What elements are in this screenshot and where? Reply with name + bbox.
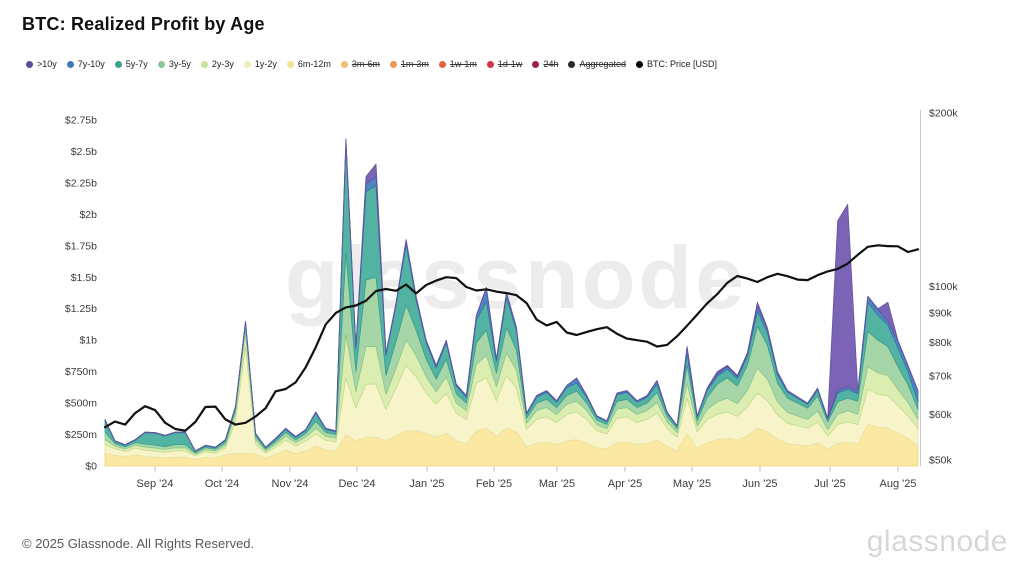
legend-dot-icon <box>438 60 446 68</box>
legend-dot-icon <box>568 60 576 68</box>
legend-label: 3y-5y <box>168 59 191 69</box>
legend-label: 1m-3m <box>400 59 429 69</box>
legend-label: 1w-1m <box>449 59 477 69</box>
legend-item-7y-10y[interactable]: 7y-10y <box>66 59 105 69</box>
x-axis-label: Feb '25 <box>476 478 512 490</box>
legend-dot-icon <box>389 60 397 68</box>
legend-dot-icon <box>66 60 74 68</box>
legend-item-1m-3m[interactable]: 1m-3m <box>389 59 429 69</box>
x-axis-label: Mar '25 <box>539 478 575 490</box>
page-title: BTC: Realized Profit by Age <box>22 14 265 34</box>
legend-label: 5y-7y <box>125 59 148 69</box>
price-line[interactable] <box>103 244 920 432</box>
glassnode-logo: glassnode <box>866 525 1008 558</box>
right-axis-label: $50k <box>929 455 953 467</box>
legend-item-1y-2y[interactable]: 1y-2y <box>243 59 277 69</box>
left-axis-label: $1.25b <box>65 303 97 315</box>
x-axis-label: Dec '24 <box>339 478 376 490</box>
legend-item-24h[interactable]: 24h <box>532 59 558 69</box>
legend-dot-icon <box>200 60 208 68</box>
x-axis-label: Nov '24 <box>272 478 309 490</box>
legend-label: 2y-3y <box>211 59 234 69</box>
legend-item-2y-3y[interactable]: 2y-3y <box>200 59 234 69</box>
legend-item-1w-1m[interactable]: 1w-1m <box>438 59 477 69</box>
legend-label: 24h <box>543 59 559 69</box>
right-axis-label: $70k <box>929 370 953 382</box>
x-axis-label: Jul '25 <box>814 478 845 490</box>
legend-item-6m-12m[interactable]: 6m-12m <box>286 59 331 69</box>
legend-dot-icon <box>157 60 165 68</box>
x-axis-label: Oct '24 <box>205 478 240 490</box>
legend-dot-icon <box>26 60 33 68</box>
left-axis-label: $2b <box>79 209 97 221</box>
legend-item-3y-5y[interactable]: 3y-5y <box>157 59 191 69</box>
legend-label: 3m-6m <box>351 59 380 69</box>
legend-item-3m-6m[interactable]: 3m-6m <box>340 59 380 69</box>
legend-item-1d-1w[interactable]: 1d-1w <box>486 59 523 69</box>
legend: >10y 7y-10y 5y-7y 3y-5y 2y-3y 1y-2y 6m-12m 3m-6… <box>26 59 717 69</box>
left-axis-label: $1.5b <box>71 272 97 284</box>
x-axis-label: Jun '25 <box>742 478 777 490</box>
x-axis-label: Aug '25 <box>880 478 917 490</box>
copyright-text: © 2025 Glassnode. All Rights Reserved. <box>22 536 255 551</box>
legend-label: Aggregated <box>579 59 627 69</box>
right-axis-label: $60k <box>929 409 953 421</box>
legend-item-10y[interactable]: >10y <box>26 59 57 69</box>
legend-dot-icon <box>486 60 494 68</box>
legend-item-btc-price-usd[interactable]: BTC: Price [USD] <box>636 59 717 69</box>
left-axis-label: $500m <box>65 398 97 410</box>
left-axis-label: $250m <box>65 429 97 441</box>
legend-item-aggregated[interactable]: Aggregated <box>568 59 626 69</box>
legend-label: 7y-10y <box>77 59 105 69</box>
x-axis-label: Sep '24 <box>137 478 174 490</box>
legend-label: 6m-12m <box>297 59 331 69</box>
legend-label: >10y <box>37 59 57 69</box>
x-axis-label: Jan '25 <box>409 478 444 490</box>
right-axis-label: $90k <box>929 307 953 319</box>
left-axis-label: $1.75b <box>65 240 97 252</box>
right-axis-label: $200k <box>929 108 958 120</box>
legend-dot-icon <box>286 60 294 68</box>
area-band--10y[interactable] <box>104 138 919 452</box>
x-axis-label: May '25 <box>673 478 711 490</box>
left-axis-label: $2.25b <box>65 177 97 189</box>
legend-dot-icon <box>114 60 122 68</box>
left-axis-label: $0 <box>85 461 97 473</box>
legend-label: 1d-1w <box>497 59 523 69</box>
legend-dot-icon <box>243 60 251 68</box>
legend-dot-icon <box>636 60 644 68</box>
left-axis-label: $2.75b <box>65 115 97 127</box>
x-axis-label: Apr '25 <box>608 478 643 490</box>
right-axis-label: $80k <box>929 337 953 349</box>
legend-dot-icon <box>340 60 348 68</box>
left-axis-label: $1b <box>79 335 97 347</box>
legend-label: BTC: Price [USD] <box>647 59 718 69</box>
legend-item-5y-7y[interactable]: 5y-7y <box>114 59 148 69</box>
legend-label: 1y-2y <box>254 59 277 69</box>
left-axis-label: $2.5b <box>71 146 97 158</box>
legend-dot-icon <box>532 60 540 68</box>
left-axis-label: $750m <box>65 366 97 378</box>
right-axis-label: $100k <box>929 281 958 293</box>
